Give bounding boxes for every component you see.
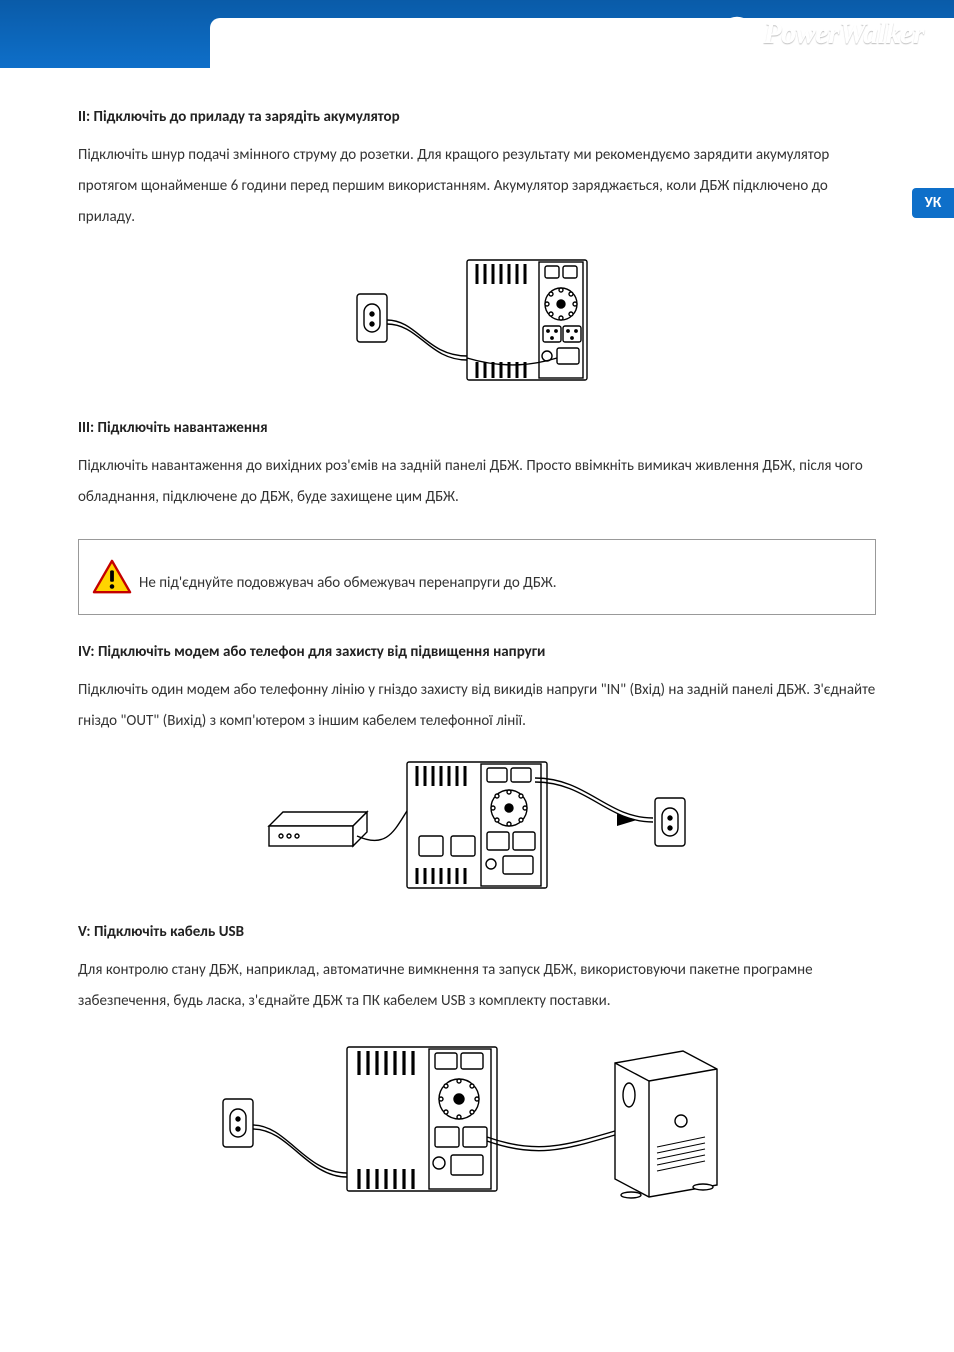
figure-1 (78, 250, 876, 395)
section-4-title: IV: Підключіть модем або телефон для зах… (78, 643, 876, 661)
figure-3 (78, 1035, 876, 1210)
power-plug-icon (719, 16, 755, 52)
section-2-body: Підключіть шнур подачі змінного струму д… (78, 140, 876, 232)
section-3-body: Підключіть навантаження до вихідних роз'… (78, 451, 876, 513)
warning-box: Не під'єднуйте подовжувач або обмежувач … (78, 539, 876, 615)
language-tab[interactable]: УК (912, 188, 954, 218)
brand-name: PowerWalker (763, 17, 924, 51)
warning-text: Не під'єднуйте подовжувач або обмежувач … (139, 573, 557, 596)
brand-logo: PowerWalker (719, 16, 924, 52)
header-notch (0, 0, 210, 68)
language-label: УК (925, 194, 942, 212)
warning-triangle-icon (91, 558, 133, 596)
page-content: II: Підключіть до приладу та зарядіть ак… (0, 68, 954, 1268)
page-header: PowerWalker (0, 0, 954, 68)
section-4-body: Підключіть один модем або телефонну ліні… (78, 675, 876, 737)
section-5-body: Для контролю стану ДБЖ, наприклад, автом… (78, 955, 876, 1017)
figure-2 (78, 754, 876, 899)
section-2-title: II: Підключіть до приладу та зарядіть ак… (78, 108, 876, 126)
section-3-title: III: Підключіть навантаження (78, 419, 876, 437)
section-5-title: V: Підключіть кабель USB (78, 923, 876, 941)
